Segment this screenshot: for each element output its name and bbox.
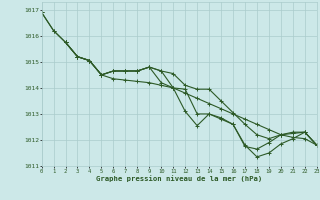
X-axis label: Graphe pression niveau de la mer (hPa): Graphe pression niveau de la mer (hPa) xyxy=(96,175,262,182)
